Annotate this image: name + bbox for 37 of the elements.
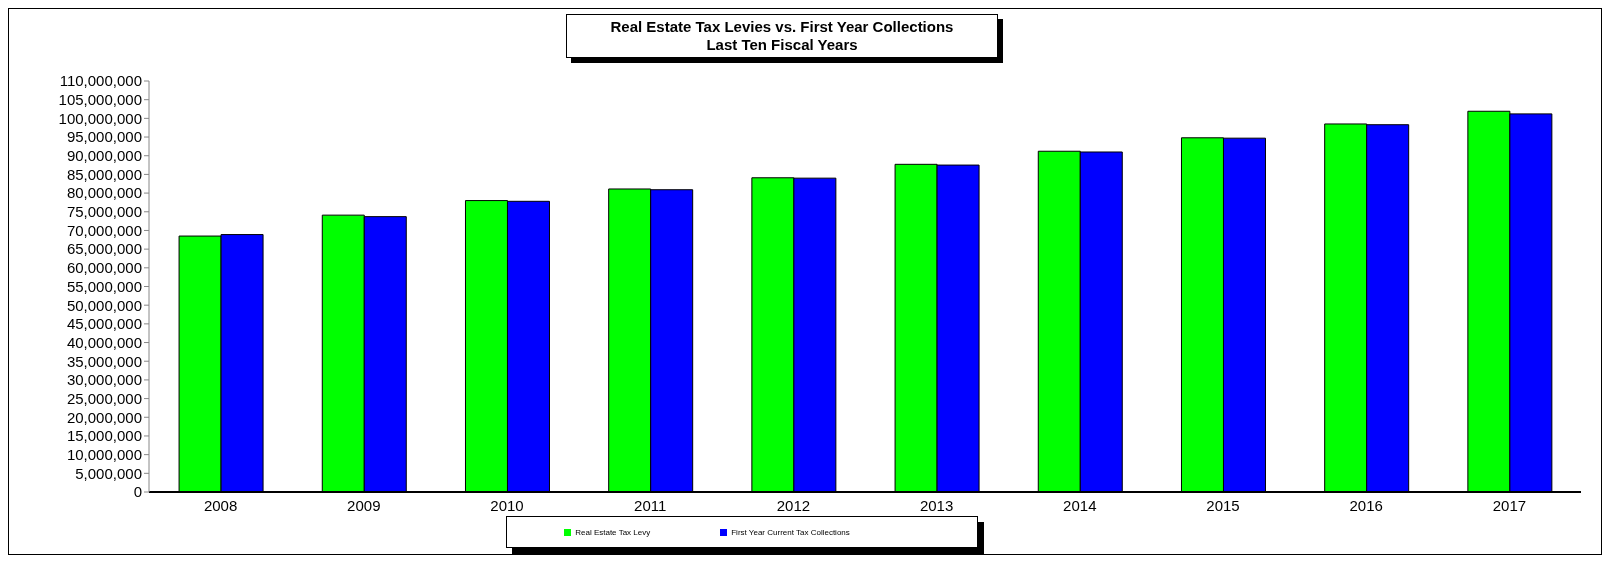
- x-tick-label: 2017: [1492, 496, 1527, 514]
- y-tick-label: 45,000,000: [66, 315, 142, 333]
- chart-title: Real Estate Tax Levies vs. First Year Collections: [609, 18, 955, 36]
- x-tick-label: 2009: [347, 496, 381, 514]
- y-tick-label: 15,000,000: [66, 427, 142, 445]
- y-tick-label: 65,000,000: [66, 240, 142, 258]
- y-tick-label: 55,000,000: [66, 277, 142, 295]
- y-tick-label: 25,000,000: [66, 389, 142, 407]
- y-tick-label: 90,000,000: [66, 147, 142, 165]
- legend-label: Real Estate Tax Levy: [575, 527, 651, 537]
- y-tick-label: 80,000,000: [66, 184, 142, 202]
- y-tick-label: 95,000,000: [66, 128, 142, 146]
- legend-label: First Year Current Tax Collections: [731, 527, 850, 537]
- chart-subtitle: Last Ten Fiscal Years: [705, 36, 859, 54]
- y-tick-label: 40,000,000: [66, 333, 142, 351]
- y-tick-label: 100,000,000: [58, 109, 142, 127]
- y-tick-label: 30,000,000: [66, 371, 142, 389]
- x-tick-label: 2015: [1206, 496, 1240, 514]
- y-tick-label: 75,000,000: [66, 203, 142, 221]
- y-tick-label: 85,000,000: [66, 165, 142, 183]
- y-tick-label: 20,000,000: [66, 408, 142, 426]
- y-tick-label: 35,000,000: [66, 352, 142, 370]
- y-tick-label: 50,000,000: [66, 296, 142, 314]
- y-tick-label: 0: [133, 483, 142, 501]
- x-tick-label: 2010: [490, 496, 524, 514]
- y-tick-label: 105,000,000: [58, 91, 142, 109]
- y-tick-label: 70,000,000: [66, 221, 142, 239]
- x-tick-label: 2011: [634, 496, 667, 514]
- y-tick-label: 110,000,000: [59, 72, 142, 90]
- y-tick-label: 10,000,000: [66, 445, 142, 463]
- x-tick-label: 2008: [203, 496, 238, 514]
- x-tick-label: 2016: [1349, 496, 1383, 514]
- y-tick-label: 60,000,000: [66, 259, 142, 277]
- x-tick-label: 2013: [919, 496, 954, 514]
- x-tick-label: 2014: [1063, 496, 1097, 514]
- x-tick-label: 2012: [776, 496, 811, 514]
- y-tick-label: 5,000,000: [75, 464, 142, 482]
